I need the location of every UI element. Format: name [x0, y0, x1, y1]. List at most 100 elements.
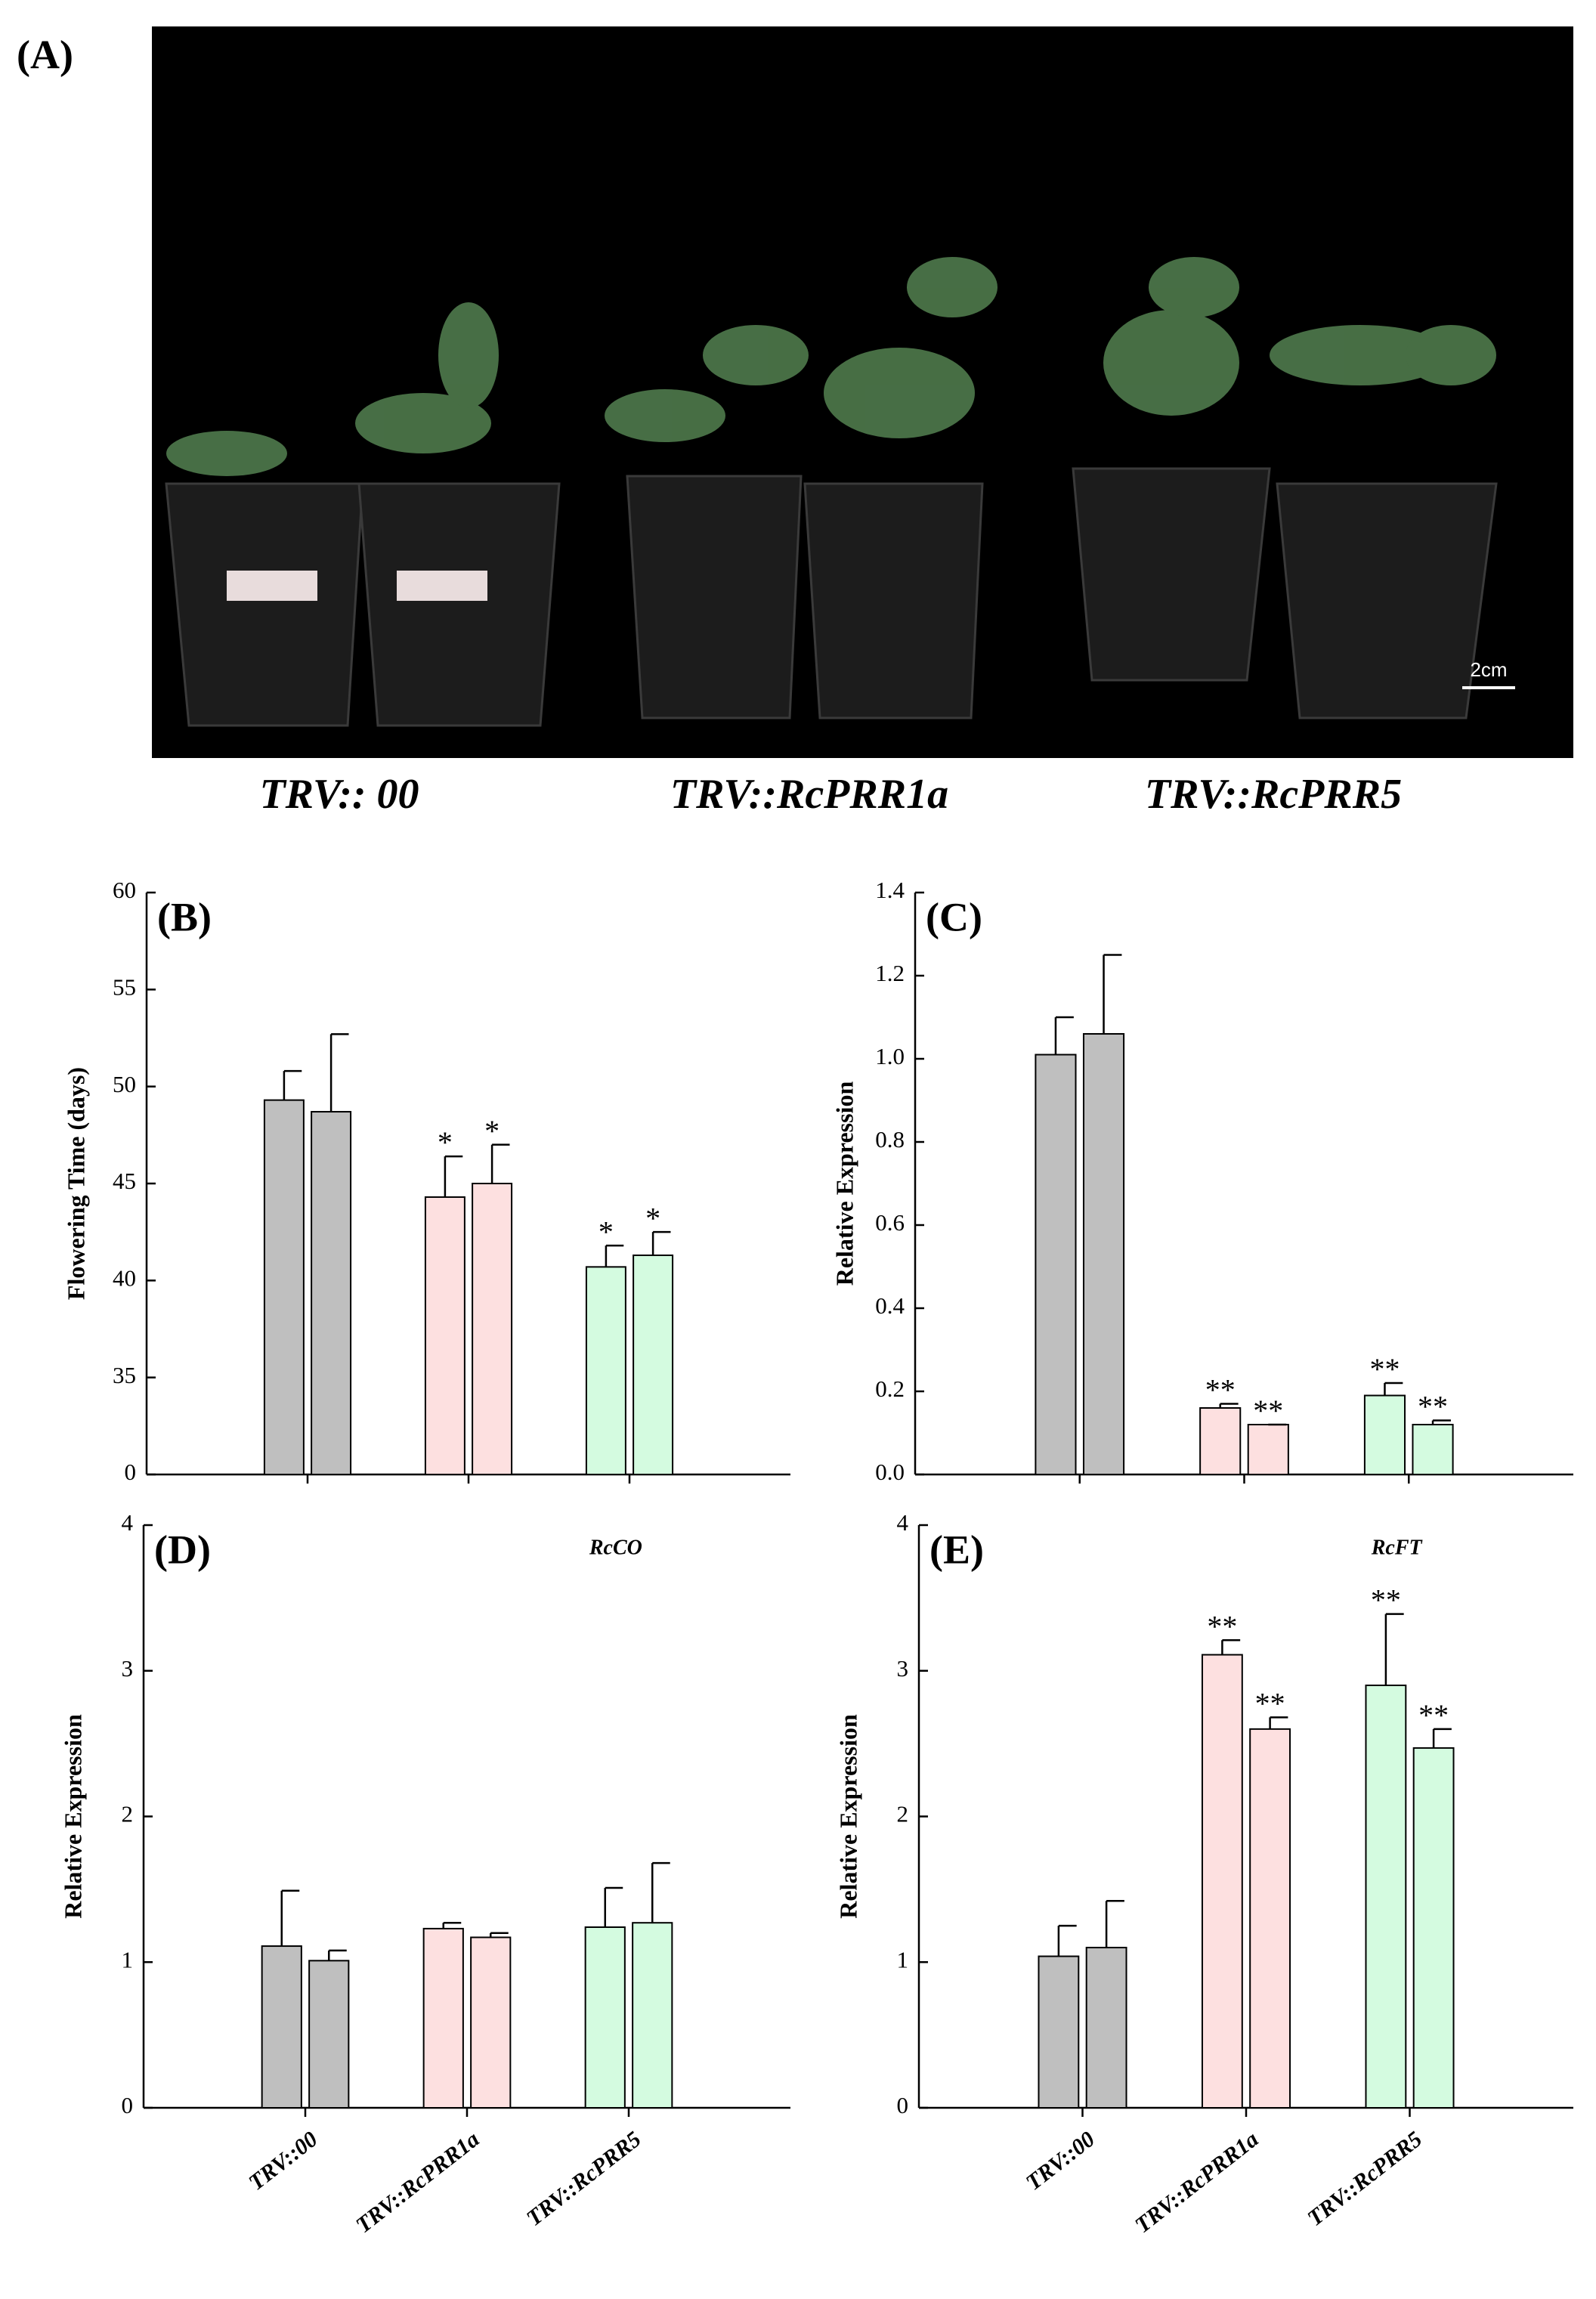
y-tick-label: 3 [897, 1655, 909, 1682]
error-bar [1221, 1639, 1241, 1655]
annotation: RcCO [589, 1536, 642, 1559]
y-tick-label: 0.2 [875, 1375, 905, 1402]
annotation: RcFT [1371, 1536, 1424, 1559]
error-bar [1054, 1016, 1074, 1055]
error-bar [489, 1932, 509, 1938]
bar [1412, 1747, 1455, 2109]
bar [1199, 1407, 1242, 1475]
bar [632, 1922, 673, 2109]
x-tick-label: TRV::RcPRR5 [522, 2127, 646, 2231]
y-tick-label: 45 [113, 1168, 136, 1194]
bar [1412, 1424, 1454, 1475]
significance: ** [1418, 1390, 1448, 1424]
significance: ** [1207, 1609, 1237, 1643]
y-tick-label: 50 [113, 1071, 136, 1097]
significance: * [484, 1114, 500, 1148]
y-axis-label: Flowering Time (days) [62, 1067, 89, 1300]
error-bar [327, 1949, 347, 1961]
panel-label: (E) [929, 1527, 984, 1572]
bar [1363, 1394, 1406, 1475]
bar [1365, 1685, 1407, 2109]
x-tick-label: TRV::00 [244, 2127, 323, 2195]
bar-chart: 0 35 40 45 50 55 60 (B) Flowering Time (days) * * *… [62, 877, 790, 1485]
error-bar [1431, 1419, 1451, 1425]
bar [472, 1183, 513, 1475]
caption: TRV::RcPRR1a [670, 771, 948, 818]
y-tick-label: 0 [122, 2092, 134, 2118]
y-tick-label: 0 [897, 2092, 909, 2118]
photo: 2cm [152, 26, 1573, 758]
y-tick-label: 4 [122, 1509, 134, 1536]
y-axis-label: Relative Expression [59, 1714, 86, 1919]
error-bar [604, 1886, 623, 1927]
bar [584, 1926, 626, 2109]
significance: ** [1369, 1352, 1400, 1386]
significance: ** [1255, 1687, 1285, 1721]
y-axis-label: Relative Expression [834, 1714, 861, 1919]
y-tick-label: 60 [113, 877, 136, 903]
bar [585, 1266, 626, 1476]
significance: ** [1371, 1583, 1401, 1617]
panel-label: (B) [157, 894, 212, 939]
significance: ** [1205, 1373, 1236, 1407]
y-tick-label: 2 [122, 1801, 134, 1827]
bar [422, 1927, 464, 2109]
significance: ** [1418, 1698, 1449, 1732]
error-bar [283, 1069, 302, 1100]
error-bar [1057, 1924, 1077, 1957]
error-bar [605, 1244, 624, 1267]
significance: * [645, 1201, 660, 1235]
bar [1249, 1728, 1291, 2109]
x-tick-label: TRV::RcPRR5 [1303, 2127, 1427, 2231]
y-axis-label: Relative Expression [830, 1081, 858, 1286]
panel-label: (C) [926, 894, 982, 939]
caption: TRV::RcPRR5 [1145, 771, 1402, 818]
bar [424, 1196, 466, 1475]
y-tick-label: 1 [897, 1946, 909, 1973]
bar [1085, 1946, 1127, 2109]
significance: * [438, 1125, 453, 1159]
bar [1035, 1054, 1077, 1475]
error-bar [442, 1921, 462, 1929]
bar [1082, 1033, 1125, 1475]
error-bar [1103, 954, 1122, 1034]
caption: TRV:: 00 [259, 771, 419, 818]
error-bar [651, 1861, 670, 1923]
bar [263, 1099, 305, 1475]
y-tick-label: 55 [113, 973, 136, 1000]
error-bar [444, 1155, 463, 1197]
y-tick-label: 0.4 [875, 1292, 905, 1319]
y-tick-label: 4 [897, 1509, 909, 1536]
panel-label: (A) [17, 32, 73, 77]
error-bar [280, 1889, 300, 1947]
bar [311, 1111, 352, 1475]
y-tick-label: 0.0 [875, 1459, 905, 1485]
y-tick-label: 0.6 [875, 1209, 905, 1236]
y-tick-label: 0.8 [875, 1126, 905, 1153]
bar [261, 1945, 302, 2109]
bar [470, 1936, 512, 2109]
y-tick-label: 40 [113, 1264, 136, 1291]
bar [1247, 1424, 1289, 1475]
y-tick-label: 1.0 [875, 1043, 905, 1069]
y-tick-label: 0 [125, 1459, 137, 1485]
error-bar [1384, 1382, 1403, 1396]
y-tick-label: 3 [122, 1655, 134, 1682]
error-bar [1384, 1613, 1404, 1686]
bar [633, 1254, 674, 1475]
scale-bar-label: 2cm [1470, 658, 1507, 681]
error-bar [1269, 1716, 1288, 1729]
x-tick-label: TRV::00 [1022, 2127, 1100, 2195]
error-bar [1432, 1728, 1452, 1748]
x-tick-label: TRV::RcPRR1a [351, 2127, 484, 2238]
bar [1038, 1955, 1080, 2109]
x-tick-label: TRV::RcPRR1a [1130, 2127, 1264, 2238]
y-tick-label: 1.4 [875, 877, 905, 903]
error-bar [651, 1230, 671, 1255]
error-bar [490, 1143, 510, 1184]
significance: * [598, 1214, 614, 1249]
panel-label: (D) [154, 1527, 211, 1572]
